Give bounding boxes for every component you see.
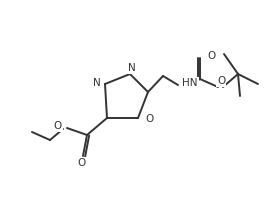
Text: N: N — [128, 63, 136, 73]
Text: O: O — [207, 51, 215, 61]
Text: O: O — [78, 158, 86, 168]
Text: O: O — [217, 76, 225, 86]
Text: N: N — [93, 78, 101, 88]
Text: O: O — [145, 114, 153, 124]
Text: O: O — [54, 121, 62, 131]
Text: HN: HN — [182, 78, 197, 88]
